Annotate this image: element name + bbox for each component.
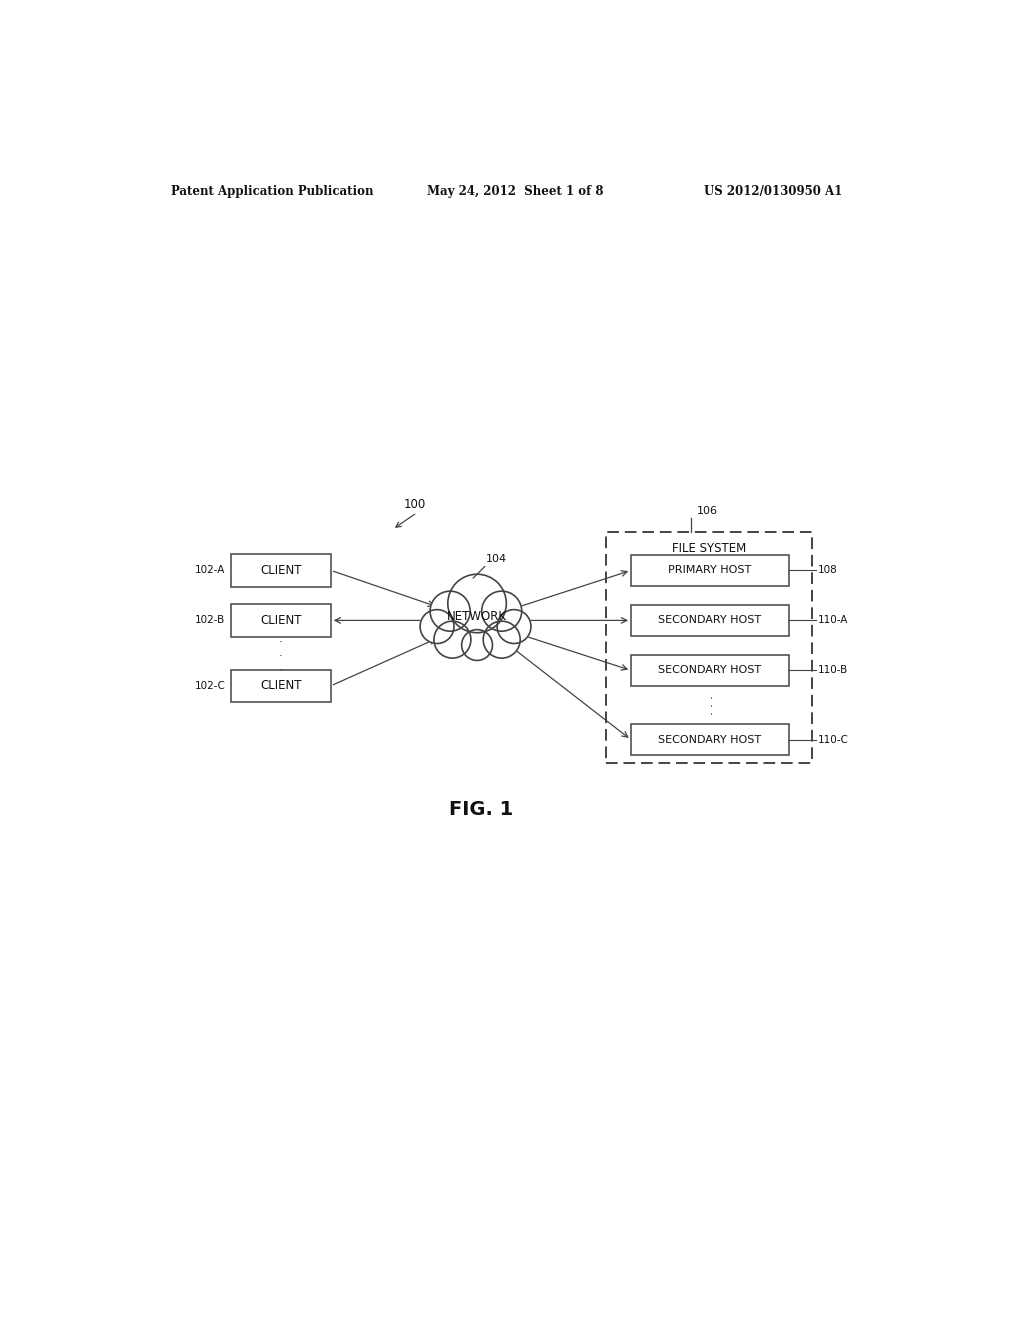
Bar — [631, 725, 788, 755]
Circle shape — [434, 622, 471, 659]
Text: SECONDARY HOST: SECONDARY HOST — [658, 615, 762, 626]
Bar — [230, 669, 331, 702]
Text: 102-C: 102-C — [195, 681, 225, 690]
Text: PRIMARY HOST: PRIMARY HOST — [669, 565, 752, 576]
Text: 110-C: 110-C — [817, 735, 848, 744]
Text: .
.
.: . . . — [279, 634, 283, 672]
Text: CLIENT: CLIENT — [260, 680, 301, 693]
Circle shape — [462, 630, 493, 660]
Text: SECONDARY HOST: SECONDARY HOST — [658, 665, 762, 676]
Bar — [606, 532, 812, 763]
Text: CLIENT: CLIENT — [260, 614, 301, 627]
Text: May 24, 2012  Sheet 1 of 8: May 24, 2012 Sheet 1 of 8 — [427, 185, 603, 198]
Text: 110-B: 110-B — [817, 665, 848, 676]
Circle shape — [447, 574, 506, 632]
Text: FILE SYSTEM: FILE SYSTEM — [672, 543, 746, 554]
Circle shape — [420, 610, 454, 644]
Text: 102-B: 102-B — [195, 615, 225, 626]
Bar — [631, 655, 788, 686]
Text: NETWORK: NETWORK — [447, 610, 507, 623]
Bar — [631, 605, 788, 636]
Circle shape — [430, 591, 470, 631]
Circle shape — [481, 591, 521, 631]
Text: 106: 106 — [696, 507, 718, 516]
Text: SECONDARY HOST: SECONDARY HOST — [658, 735, 762, 744]
Bar — [230, 605, 331, 636]
Bar — [230, 554, 331, 586]
Text: 108: 108 — [817, 565, 838, 576]
Text: 104: 104 — [486, 554, 508, 564]
Text: Patent Application Publication: Patent Application Publication — [171, 185, 373, 198]
Bar — [631, 554, 788, 586]
Text: . . .: . . . — [702, 696, 716, 715]
Circle shape — [497, 610, 531, 644]
Text: 110-A: 110-A — [817, 615, 848, 626]
Circle shape — [483, 622, 520, 659]
Text: US 2012/0130950 A1: US 2012/0130950 A1 — [705, 185, 843, 198]
Text: FIG. 1: FIG. 1 — [449, 800, 513, 818]
Text: 102-A: 102-A — [195, 565, 225, 576]
Text: 100: 100 — [403, 498, 426, 511]
Text: CLIENT: CLIENT — [260, 564, 301, 577]
